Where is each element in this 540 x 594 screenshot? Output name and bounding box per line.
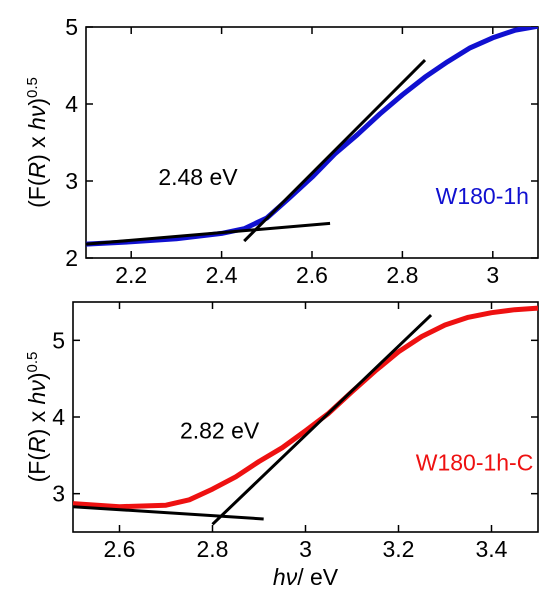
y-tick-label: 4 — [65, 91, 78, 117]
fit-line — [211, 313, 433, 526]
label-part: ) x — [24, 404, 50, 436]
label-part: ν — [286, 564, 298, 590]
x-tick-label: 2.8 — [386, 262, 418, 288]
label-part: ν — [24, 380, 50, 392]
series-line-W180-1h — [86, 27, 538, 247]
label-part: h — [24, 117, 50, 130]
fit-line — [85, 221, 331, 246]
bandgap-annotation: 2.48 eV — [158, 164, 238, 190]
x-tick-label: 3.4 — [476, 536, 508, 562]
fit-line — [72, 505, 264, 521]
x-tick-label: 2.4 — [206, 262, 238, 288]
label-part: h — [273, 564, 286, 590]
label-part: ν — [24, 105, 50, 117]
series-label: W180-1h — [436, 183, 529, 209]
y-tick-label: 4 — [52, 404, 65, 430]
fit-line — [243, 59, 427, 243]
x-tick-label: 2.6 — [296, 262, 328, 288]
plot-frame — [72, 301, 539, 533]
y-tick-label: 5 — [65, 14, 78, 40]
x-tick-label: 3 — [486, 262, 499, 288]
series-label: W180-1h-C — [416, 450, 534, 476]
series-line-W180-1h-C — [73, 305, 538, 510]
x-tick-label: 3.2 — [383, 536, 415, 562]
label-part: ) x — [24, 130, 50, 162]
y-tick-label: 5 — [52, 327, 65, 353]
label-part: 0.5 — [24, 352, 41, 373]
label-part: / eV — [297, 564, 339, 590]
x-tick-label: 3 — [299, 536, 312, 562]
chart-panel-top: 2.2 2.4 2.6 2.8 3 2 3 4 5 2.48 eV W180-1h (F(R) x h… — [24, 14, 539, 288]
label-part: 0.5 — [24, 77, 41, 98]
label-part: R — [24, 162, 50, 179]
label-part: R — [24, 436, 50, 453]
label-part: (F( — [24, 178, 50, 208]
plot-frame — [85, 26, 539, 259]
chart-panel-bottom: 2.6 2.8 3 3.2 3.4 3 4 5 2.82 eV W180-1h-C (F(R) x … — [24, 301, 539, 590]
x-axis-label: hν/ eV — [273, 564, 339, 590]
x-tick-label: 2.8 — [197, 536, 229, 562]
label-part: (F( — [24, 453, 50, 483]
x-tick-label: 2.6 — [104, 536, 136, 562]
y-tick-label: 2 — [65, 245, 78, 271]
bandgap-annotation: 2.82 eV — [180, 417, 260, 443]
label-part: ) — [24, 372, 50, 380]
y-tick-label: 3 — [52, 481, 65, 507]
y-tick-label: 3 — [65, 168, 78, 194]
y-axis-label: (F(R) x hν)0.5 — [24, 352, 51, 483]
label-part: ) — [24, 98, 50, 106]
x-tick-label: 2.2 — [115, 262, 147, 288]
label-part: h — [24, 392, 50, 405]
y-axis-label: (F(R) x hν)0.5 — [24, 77, 51, 208]
